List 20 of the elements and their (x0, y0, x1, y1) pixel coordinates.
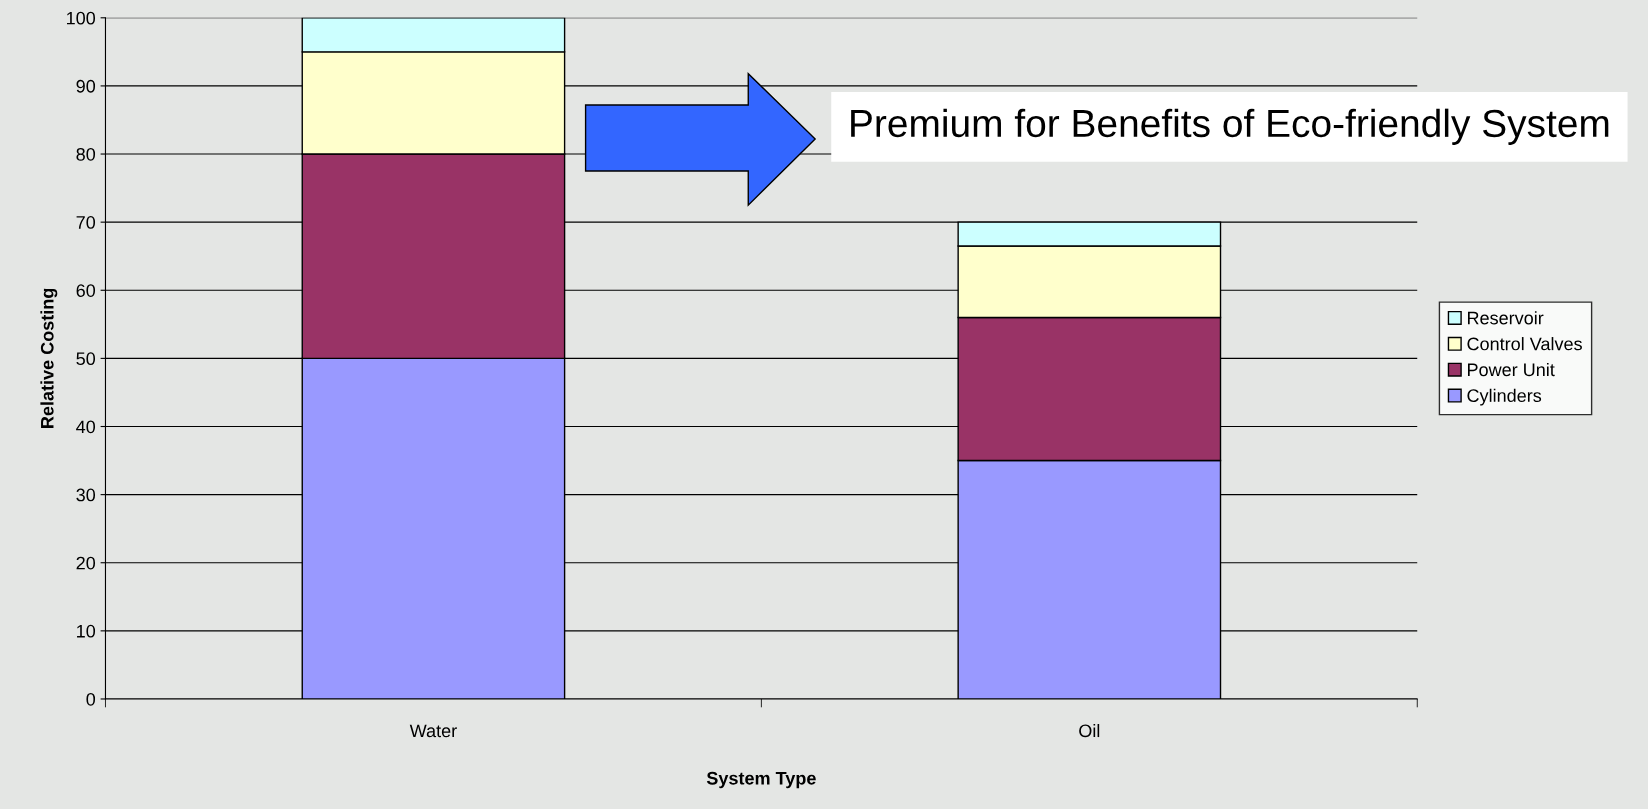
y-tick-label: 30 (76, 488, 96, 502)
legend-label: Control Valves (1467, 337, 1582, 351)
y-tick-label: 50 (76, 352, 96, 366)
y-tick-label: 60 (76, 284, 96, 297)
x-tick-label: Water (409, 724, 457, 738)
legend-label: Power Unit (1467, 362, 1555, 377)
annotation: Premium for Benefits of Eco-friendly System (851, 108, 1609, 145)
y-axis-title: Relative Costing (40, 288, 58, 428)
y-tick-label: 0 (86, 692, 96, 706)
y-tick-label: 20 (76, 556, 96, 570)
y-tick-label: 80 (76, 147, 96, 161)
legend-label: Reservoir (1467, 311, 1544, 325)
y-tick-label: 70 (76, 216, 96, 229)
y-tick-label: 100 (67, 11, 96, 25)
legend-label: Cylinders (1467, 388, 1542, 406)
x-tick-label: Oil (1079, 723, 1100, 738)
x-axis-title: System Type (706, 771, 816, 789)
y-tick-label: 10 (77, 624, 96, 638)
y-tick-label: 40 (76, 420, 96, 434)
y-tick-label: 90 (76, 79, 96, 93)
